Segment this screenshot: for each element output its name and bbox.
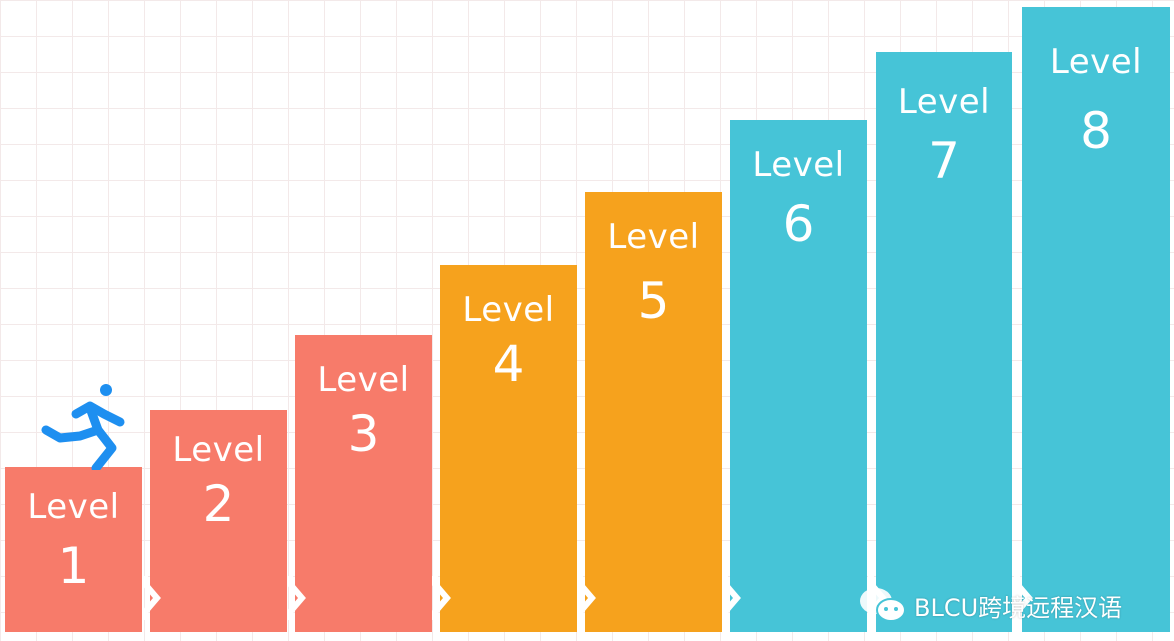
arrow-notch-icon: [142, 576, 161, 620]
step-label: Level: [1049, 42, 1143, 82]
step-level-2: Level 2: [142, 410, 287, 632]
arrow-notch-icon: [577, 576, 596, 620]
step-number: 2: [202, 475, 235, 533]
step-label: Level: [462, 290, 555, 330]
arrow-notch-icon: [722, 576, 741, 620]
arrow-notch-icon: [432, 576, 451, 620]
step-label: Level: [607, 217, 700, 257]
running-person-icon: [41, 384, 125, 470]
step-number: 4: [492, 335, 525, 393]
step-label: Level: [752, 145, 845, 185]
step-level-4: Level 4: [432, 265, 577, 632]
step-label: Level: [317, 360, 410, 400]
step-number: 1: [57, 537, 90, 595]
step-level-8: Level 8: [1014, 7, 1170, 632]
wechat-icon: [860, 588, 906, 622]
step-label: Level: [172, 430, 265, 470]
arrow-notch-icon: [1014, 576, 1033, 620]
step-number: 6: [782, 195, 815, 253]
step-number: 7: [928, 132, 960, 190]
step-number: 3: [347, 405, 380, 463]
step-level-1: Level 1: [5, 467, 142, 632]
step-label: Level: [27, 487, 120, 527]
step-level-3: Level 3: [287, 335, 432, 632]
step-label: Level: [897, 82, 991, 122]
step-level-6: Level 6: [722, 120, 867, 632]
watermark-text: BLCU跨境远程汉语: [914, 593, 1123, 622]
arrow-notch-icon: [287, 576, 306, 620]
watermark: BLCU跨境远程汉语: [858, 585, 1122, 625]
step-number: 5: [637, 272, 670, 330]
step-level-7: Level 7: [868, 52, 1012, 632]
step-level-5: Level 5: [577, 192, 722, 632]
step-number: 8: [1080, 102, 1112, 160]
